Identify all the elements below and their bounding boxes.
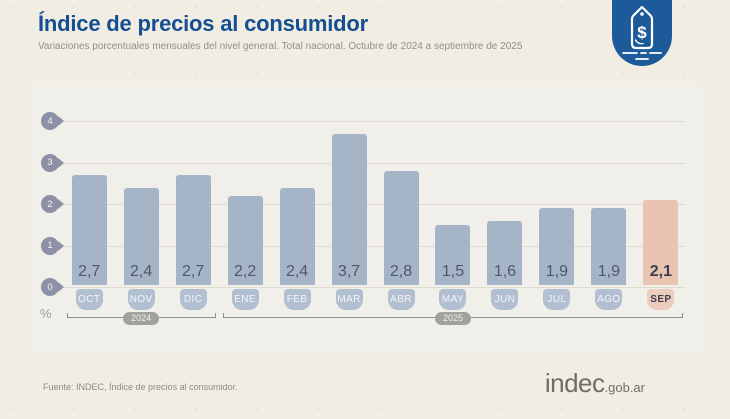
svg-text:$: $ [637, 23, 647, 42]
gridline-0 [62, 287, 685, 288]
bar-value-ene: 2,2 [233, 262, 257, 280]
y-axis-tick-2: 2 [41, 195, 64, 214]
bar-value-abr: 2,8 [389, 262, 413, 280]
bar-value-nov: 2,4 [130, 262, 153, 280]
bar-jul: 1,9 [539, 208, 575, 285]
indec-logo-suffix: .gob.ar [604, 380, 645, 395]
indec-logo[interactable]: indec .gob.ar [545, 368, 645, 399]
month-label-sep: SEP [647, 289, 675, 310]
bar-feb: 2,4 [279, 187, 315, 285]
month-label-mar: MAR [335, 289, 363, 310]
bar-value-feb: 2,4 [285, 262, 309, 280]
month-label-abr: ABR [387, 289, 415, 310]
bar-value-ago: 1,9 [597, 262, 621, 280]
bar-value-dic: 2,7 [182, 262, 205, 280]
bar-value-sep: 2,1 [649, 262, 672, 280]
y-axis-tick-4: 4 [41, 112, 64, 131]
month-label-jul: JUL [543, 289, 571, 310]
page-title: Índice de precios al consumidor [38, 11, 368, 36]
month-label-nov: NOV [127, 289, 155, 310]
month-label-oct: OCT [75, 289, 103, 310]
month-label-jun: JUN [491, 289, 519, 310]
bar-oct: 2,7 [71, 175, 107, 285]
month-label-ene: ENE [231, 289, 259, 310]
y-axis-tick-3: 3 [41, 153, 64, 172]
page-subtitle: Variaciones porcentuales mensuales del n… [38, 41, 523, 52]
gridline-4 [62, 121, 685, 123]
y-axis-tick-0: 0 [41, 278, 64, 296]
month-label-feb: FEB [283, 289, 311, 310]
bar-ene: 2,2 [227, 195, 263, 285]
bar-value-oct: 2,7 [78, 262, 101, 280]
indec-logo-main: indec [544, 368, 605, 398]
bar-value-jul: 1,9 [545, 262, 569, 280]
price-tag-badge-icon: $ [612, 0, 672, 66]
bar-ago: 1,9 [591, 208, 627, 285]
bar-value-mar: 3,7 [337, 262, 361, 280]
month-label-dic: DIC [179, 289, 207, 310]
year-label-2025: 2025 [434, 311, 471, 325]
gridline-1 [62, 245, 685, 247]
bar-abr: 2,8 [383, 171, 419, 285]
bar-may: 1,5 [435, 224, 471, 285]
bar-nov: 2,4 [123, 187, 159, 285]
gridline-3 [62, 162, 685, 164]
bar-dic: 2,7 [175, 175, 211, 285]
year-label-2024: 2024 [123, 311, 160, 325]
y-axis-unit-label: % [40, 306, 52, 321]
month-label-may: MAY [439, 289, 467, 310]
source-note: Fuente: INDEC, Índice de precios al cons… [43, 382, 238, 392]
bar-sep: 2,1 [643, 200, 679, 285]
y-axis-tick-1: 1 [41, 236, 64, 255]
bar-value-jun: 1,6 [493, 262, 517, 280]
month-label-ago: AGO [595, 289, 623, 310]
gridline-2 [62, 204, 685, 206]
bar-mar: 3,7 [331, 133, 367, 285]
bar-value-may: 1,5 [441, 262, 465, 280]
chart-panel: % 4 3 2 1 0 2,7 OCT 2,4 NOV 2,7 DIC 2,2 ENE 2,4 FEB 3,7… [32, 83, 703, 354]
bar-jun: 1,6 [487, 220, 523, 285]
price-tag-icon: $ [622, 5, 662, 60]
